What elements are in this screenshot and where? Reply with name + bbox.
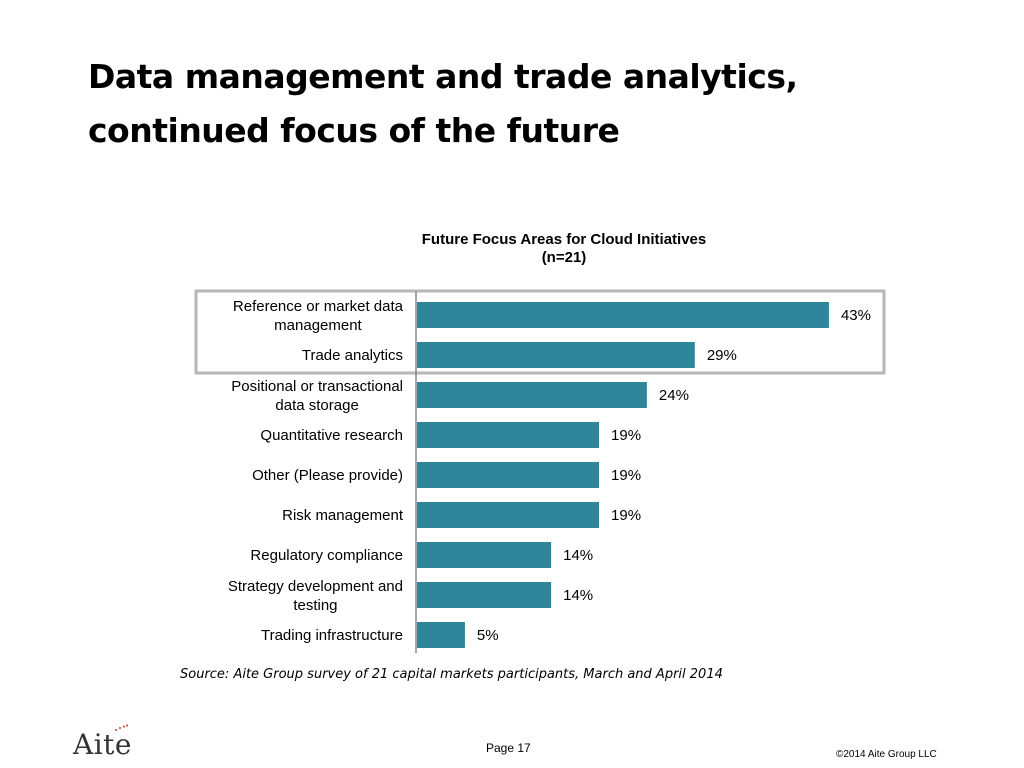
category-label-line: Strategy development and — [228, 578, 403, 595]
slide-title-line-1: Data management and trade analytics, — [88, 57, 798, 96]
highlight-box — [194, 289, 886, 375]
value-label-6: 14% — [563, 547, 593, 564]
category-label-line: Risk management — [282, 507, 404, 524]
category-label-8: Trading infrastructure — [261, 627, 403, 644]
value-label-1: 29% — [707, 347, 737, 364]
category-label-6: Regulatory compliance — [250, 547, 403, 564]
slide-title: Data management and trade analytics, con… — [88, 50, 948, 158]
category-label-line: Positional or transactional — [231, 378, 403, 395]
category-label-line: Quantitative research — [260, 427, 403, 444]
category-label-line: management — [274, 317, 362, 334]
category-label-0: Reference or market data management — [233, 298, 404, 334]
category-label-line: Regulatory compliance — [250, 547, 403, 564]
bar-1 — [417, 342, 695, 368]
category-label-line: Trading infrastructure — [261, 627, 403, 644]
category-label-2: Positional or transactional data storage — [231, 378, 403, 414]
value-label-7: 14% — [563, 587, 593, 604]
category-label-line: testing — [293, 597, 337, 614]
category-label-3: Quantitative research — [260, 427, 403, 444]
value-label-5: 19% — [611, 507, 641, 524]
bar-8 — [417, 622, 465, 648]
category-label-line: data storage — [275, 397, 358, 414]
value-label-0: 43% — [841, 307, 871, 324]
category-label-line: Reference or market data — [233, 298, 404, 315]
category-label-7: Strategy development and testing — [228, 578, 403, 614]
copyright: ©2014 Aite Group LLC — [836, 749, 937, 760]
value-label-8: 5% — [477, 627, 499, 644]
category-label-4: Other (Please provide) — [252, 467, 403, 484]
value-label-3: 19% — [611, 427, 641, 444]
value-label-2: 24% — [659, 387, 689, 404]
bar-4 — [417, 462, 600, 488]
page-number: Page 17 — [486, 741, 531, 755]
category-label-5: Risk management — [282, 507, 404, 524]
category-label-line: Other (Please provide) — [252, 467, 403, 484]
aite-logo: Aite — [73, 728, 132, 761]
chart-title: Future Focus Areas for Cloud Initiatives — [421, 231, 707, 248]
category-label-1: Trade analytics — [302, 347, 403, 364]
chart-title-block: Future Focus Areas for Cloud Initiatives… — [380, 231, 748, 267]
bar-2 — [417, 382, 647, 408]
bar-5 — [417, 502, 600, 528]
slide-title-line-2: continued focus of the future — [88, 111, 620, 150]
source-note: Source: Aite Group survey of 21 capital … — [180, 667, 723, 682]
category-label-line: Trade analytics — [302, 347, 403, 364]
bar-0 — [417, 302, 829, 328]
bar-6 — [417, 542, 552, 568]
logo-dots-icon — [115, 724, 128, 731]
value-label-4: 19% — [611, 467, 641, 484]
chart-subtitle: (n=21) — [541, 249, 587, 266]
bar-7 — [417, 582, 552, 608]
bar-3 — [417, 422, 600, 448]
